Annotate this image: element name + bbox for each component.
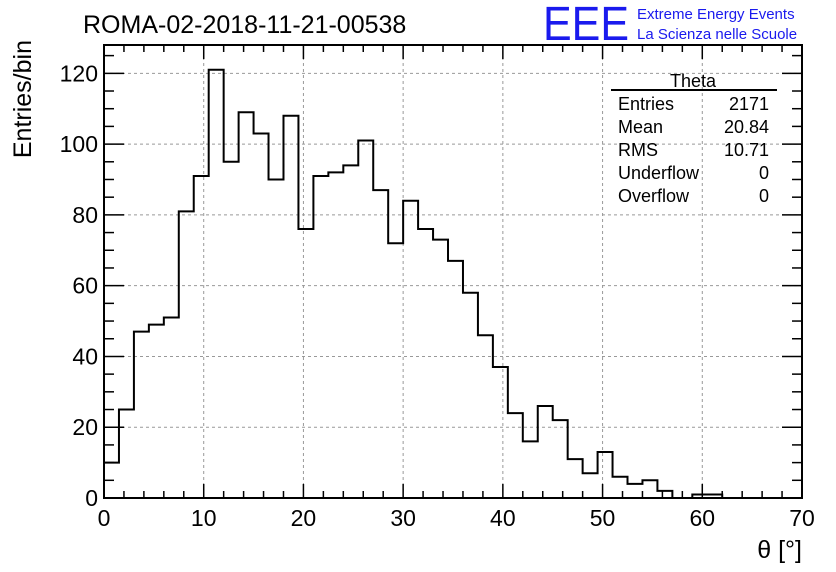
histogram-bin xyxy=(254,133,269,498)
y-axis-label: Entries/bin xyxy=(9,40,37,158)
x-axis-label: θ [°] xyxy=(757,536,802,564)
eee-logo-line1: Extreme Energy Events xyxy=(637,6,795,23)
histogram-bin xyxy=(433,240,448,498)
stats-row-value: 10.71 xyxy=(724,140,769,160)
x-tick-label: 20 xyxy=(291,505,317,531)
histogram-bin xyxy=(298,229,313,498)
stats-row-label: Mean xyxy=(618,117,663,137)
stats-box: Theta Entries 2171 Mean 20.84 RMS 10.71 Underf… xyxy=(611,71,777,206)
histogram-bin xyxy=(209,70,224,498)
plot-frame xyxy=(103,44,803,499)
histogram-bin xyxy=(598,452,613,498)
histogram-bin xyxy=(642,480,657,498)
histogram-bin xyxy=(403,201,418,498)
y-tick-label: 20 xyxy=(72,414,98,440)
histogram-bin xyxy=(149,325,164,498)
stats-row-value: 20.84 xyxy=(724,117,769,137)
histogram-bin xyxy=(448,261,463,498)
stats-row-label: RMS xyxy=(618,140,658,160)
histogram-bin xyxy=(373,190,388,498)
stats-row-value: 0 xyxy=(759,186,769,206)
histogram-outline xyxy=(103,68,802,499)
y-tick-label: 80 xyxy=(72,202,98,228)
histogram-bin xyxy=(119,410,134,498)
histogram-bin xyxy=(269,179,284,498)
histogram-bin xyxy=(493,367,508,498)
y-tick-label: 0 xyxy=(85,485,98,511)
y-tick-label: 60 xyxy=(72,273,98,299)
histogram-bin xyxy=(568,459,583,498)
histogram-bin xyxy=(358,141,373,498)
histogram-bin xyxy=(388,243,403,498)
y-tick-label: 40 xyxy=(72,343,98,369)
stats-row-label: Underflow xyxy=(618,163,700,183)
histogram-bin xyxy=(523,441,538,498)
histogram-bin xyxy=(538,406,553,498)
x-tick-label: 30 xyxy=(390,505,416,531)
axis-ticks xyxy=(103,45,803,499)
axis-tick-labels: 0 10 20 30 40 50 60 70 0 20 40 60 80 100 120 xyxy=(60,60,815,531)
histogram-bin xyxy=(224,162,239,498)
histogram-bin xyxy=(613,477,628,498)
eee-logo-mark: EEE xyxy=(543,0,629,51)
y-tick-label: 100 xyxy=(60,131,98,157)
histogram-bin xyxy=(283,116,298,498)
histogram-bin xyxy=(508,413,523,498)
histogram-bin xyxy=(553,420,568,498)
eee-logo: EEE Extreme Energy Events La Scienza nel… xyxy=(543,0,797,51)
stats-row-label: Entries xyxy=(618,94,674,114)
stats-row-value: 0 xyxy=(759,163,769,183)
stats-row-label: Overflow xyxy=(618,186,690,206)
histogram-bin xyxy=(239,112,254,498)
chart-title: ROMA-02-2018-11-21-00538 xyxy=(83,11,406,39)
stats-box-title: Theta xyxy=(670,71,717,91)
histogram-bin xyxy=(657,491,672,498)
histogram-bars xyxy=(103,68,802,499)
stats-row-value: 2171 xyxy=(729,94,769,114)
histogram-bin xyxy=(328,172,343,498)
plot-border xyxy=(103,44,803,499)
histogram-bin xyxy=(478,335,493,498)
x-tick-label: 40 xyxy=(490,505,516,531)
histogram-bin xyxy=(583,473,598,498)
x-tick-label: 0 xyxy=(98,505,111,531)
eee-logo-line2: La Scienza nelle Scuole xyxy=(637,26,797,43)
y-tick-label: 120 xyxy=(60,60,98,86)
histogram-bin xyxy=(313,176,328,498)
grid-lines xyxy=(104,45,802,498)
histogram-bin xyxy=(194,176,209,498)
x-tick-label: 70 xyxy=(789,505,815,531)
x-tick-label: 10 xyxy=(191,505,217,531)
histogram-bin xyxy=(628,484,643,498)
histogram-bin xyxy=(179,211,194,498)
x-tick-label: 50 xyxy=(590,505,616,531)
histogram-bin xyxy=(164,318,179,498)
histogram-bin xyxy=(463,293,478,498)
histogram-bin xyxy=(418,229,433,498)
x-tick-label: 60 xyxy=(689,505,715,531)
